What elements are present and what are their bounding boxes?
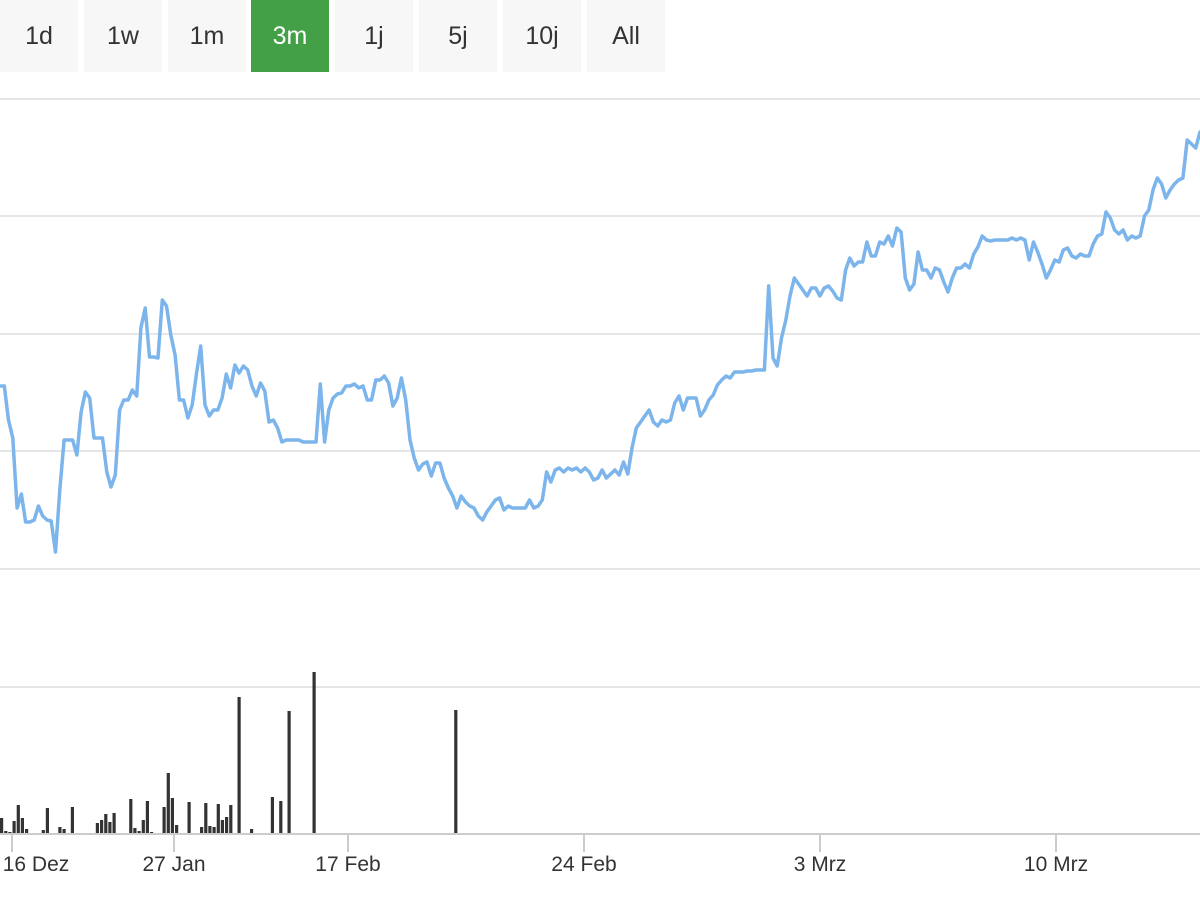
volume-bar (58, 827, 62, 834)
volume-bar (20, 818, 24, 834)
volume-bar (166, 773, 170, 834)
x-tick-label: 27 Jan (142, 853, 205, 876)
range-button-5j[interactable]: 5j (419, 0, 497, 72)
volume-bar (16, 805, 20, 834)
volume-bar (287, 711, 291, 834)
volume-bar (104, 814, 108, 834)
volume-bar (237, 697, 241, 834)
volume-bar (175, 825, 179, 834)
volume-bar (162, 807, 166, 834)
volume-bar (229, 805, 233, 834)
volume-bar (0, 818, 4, 834)
volume-bar (4, 831, 8, 834)
range-button-10j[interactable]: 10j (503, 0, 581, 72)
volume-bar (208, 826, 212, 834)
x-tick-label: 16 Dez (3, 853, 70, 876)
grid (0, 98, 1200, 688)
volume-bar (141, 820, 145, 834)
volume-bars (0, 672, 458, 834)
x-tick-label: 24 Feb (551, 853, 616, 876)
volume-bar (145, 801, 149, 834)
volume-bar (220, 820, 224, 834)
volume-bar (170, 798, 174, 834)
volume-bar (45, 808, 49, 834)
volume-bar (70, 807, 74, 834)
volume-bar (270, 797, 274, 834)
range-button-1m[interactable]: 1m (168, 0, 246, 72)
volume-bar (108, 822, 112, 834)
x-tick-label: 3 Mrz (794, 853, 847, 876)
volume-bar (12, 821, 16, 834)
range-button-1w[interactable]: 1w (84, 0, 162, 72)
volume-bar (129, 799, 133, 834)
x-tick-label: 17 Feb (315, 853, 380, 876)
volume-bar (250, 829, 254, 834)
range-button-1d[interactable]: 1d (0, 0, 78, 72)
range-button-3m[interactable]: 3m (251, 0, 329, 72)
x-axis: 16 Dez 27 Jan 17 Feb 24 Feb 3 Mrz 10 Mrz (3, 834, 1088, 876)
volume-bar (133, 828, 137, 834)
x-tick-label: 10 Mrz (1024, 853, 1088, 876)
volume-bar (62, 829, 66, 834)
volume-bar (100, 820, 104, 834)
volume-bar (187, 802, 191, 834)
range-button-all[interactable]: All (587, 0, 665, 72)
volume-bar (212, 827, 216, 834)
volume-bar (112, 813, 116, 834)
volume-bar (216, 804, 220, 834)
volume-bar (95, 823, 99, 834)
range-button-1j[interactable]: 1j (335, 0, 413, 72)
volume-bar (279, 801, 283, 834)
price-line (0, 130, 1200, 554)
volume-bar (454, 710, 458, 834)
volume-bar (41, 830, 45, 834)
volume-bar (312, 672, 316, 834)
volume-bar (200, 827, 204, 834)
volume-bar (137, 831, 141, 834)
volume-bar (204, 803, 208, 834)
volume-bar (225, 817, 229, 834)
volume-bar (25, 829, 29, 834)
